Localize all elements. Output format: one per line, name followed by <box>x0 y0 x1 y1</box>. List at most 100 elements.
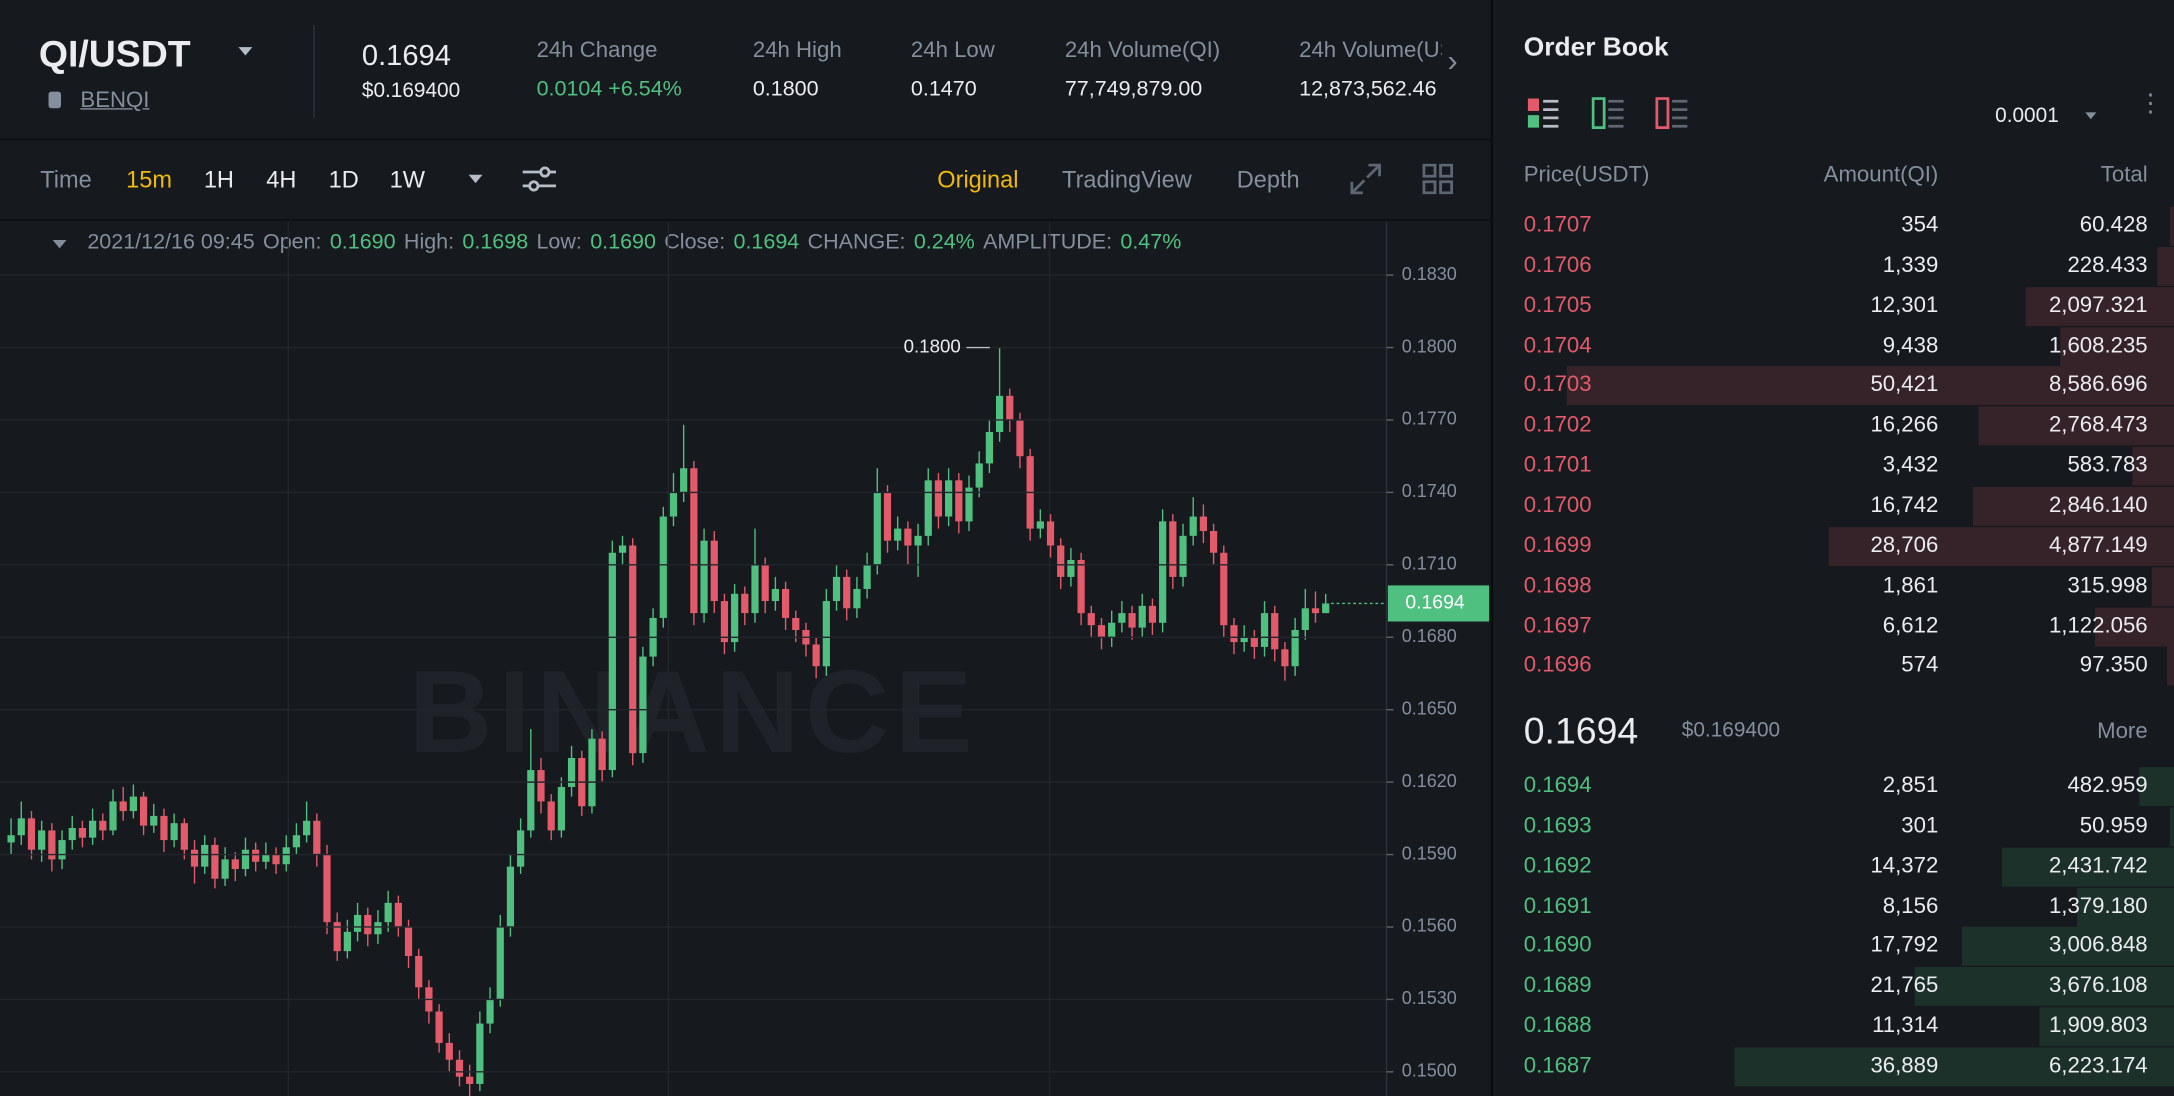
pair-dropdown[interactable] <box>238 47 253 56</box>
stat-value: 0.1470 <box>910 77 977 102</box>
interval-tab[interactable]: 1D <box>328 166 359 193</box>
token-link[interactable]: BENQI <box>80 88 150 113</box>
depth-bar <box>2169 206 2174 246</box>
price[interactable]: 0.1702 <box>1523 413 1592 438</box>
y-tick-label: 0.1740 <box>1402 481 1457 501</box>
price[interactable]: 0.1689 <box>1523 974 1592 998</box>
y-tick-label: 0.1830 <box>1402 264 1457 284</box>
more-menu[interactable]: ⋮ <box>2137 88 2163 117</box>
candle-body <box>1271 613 1279 650</box>
candle-body <box>761 564 769 602</box>
view-tab[interactable]: TradingView <box>1062 166 1192 193</box>
interval-tab[interactable]: 15m <box>126 166 173 193</box>
pair-title[interactable]: QI/USDT <box>38 33 191 75</box>
candle-body <box>190 849 199 867</box>
candle-body <box>1128 613 1136 628</box>
price[interactable]: 0.1688 <box>1523 1014 1592 1038</box>
candle-body <box>618 545 627 553</box>
candlestick-chart: BINANCE 0.1830 0.1800 0.1770 0.1740 0.1710 0.… <box>0 221 1490 1096</box>
price[interactable]: 0.1691 <box>1523 894 1592 918</box>
view-tab[interactable]: Original <box>937 166 1019 193</box>
candle-body <box>1281 649 1289 667</box>
panel-divider <box>1490 0 1494 1096</box>
view-tab[interactable]: Depth <box>1236 166 1300 193</box>
candle-body <box>1108 622 1116 638</box>
candle-body <box>466 1076 474 1084</box>
view-bids-icon[interactable] <box>1591 97 1625 130</box>
price[interactable]: 0.1700 <box>1523 493 1592 518</box>
depth-bar <box>2094 606 2174 646</box>
candle-body <box>476 1023 484 1084</box>
stats-next[interactable]: › <box>1447 43 1458 78</box>
price[interactable]: 0.1707 <box>1523 213 1592 238</box>
info-label: Close: <box>664 230 726 254</box>
interval-tab[interactable]: 1W <box>389 166 425 193</box>
price[interactable]: 0.1693 <box>1523 814 1592 838</box>
settings-icon[interactable] <box>521 162 557 195</box>
more-link[interactable]: More <box>2097 720 2148 744</box>
candle-body <box>78 827 87 838</box>
candle-body <box>1260 613 1269 647</box>
expand-icon[interactable] <box>1349 162 1382 195</box>
interval-tab[interactable]: 1H <box>203 166 234 193</box>
candle-body <box>1169 521 1177 577</box>
total: 1,608.235 <box>2048 333 2148 358</box>
total: 2,846.140 <box>2048 493 2148 518</box>
info-label: AMPLITUDE: <box>983 230 1113 254</box>
candle-body <box>598 738 606 771</box>
view-asks-icon[interactable] <box>1655 97 1688 130</box>
layout-icon[interactable] <box>1422 163 1454 195</box>
amount: 3,432 <box>1882 453 1939 478</box>
stat-label: 24h Volume(QI) <box>1064 38 1221 63</box>
interval-tab[interactable]: 4H <box>266 166 297 193</box>
precision-dropdown[interactable] <box>2085 112 2097 120</box>
depth-bar <box>1566 366 2174 406</box>
candle-body <box>945 480 953 517</box>
precision-select[interactable]: 0.0001 <box>1995 104 2059 128</box>
candle-body <box>496 926 504 1000</box>
high-label: 0.1800 <box>904 335 961 356</box>
price[interactable]: 0.1704 <box>1523 333 1592 358</box>
candle-body <box>731 593 739 643</box>
candle-body <box>374 922 382 935</box>
candle-body <box>1311 608 1320 614</box>
candle-body <box>853 588 861 609</box>
price[interactable]: 0.1694 <box>1523 774 1592 798</box>
candle-body <box>1057 545 1065 577</box>
candle-body <box>832 576 841 602</box>
price[interactable]: 0.1690 <box>1523 934 1592 958</box>
price[interactable]: 0.1701 <box>1523 453 1592 478</box>
candle-body <box>160 815 168 841</box>
candle-body <box>547 801 555 831</box>
candle-body <box>99 820 107 831</box>
amount: 6,612 <box>1882 613 1939 638</box>
amount: 574 <box>1901 653 1939 678</box>
price[interactable]: 0.1697 <box>1523 613 1592 638</box>
price[interactable]: 0.1692 <box>1523 854 1592 878</box>
candle-info: 2021/12/16 09:45 Open: 0.1690 High: 0.1698 Lo… <box>87 230 1189 254</box>
price[interactable]: 0.1696 <box>1523 653 1592 678</box>
interval-dropdown[interactable] <box>468 174 483 184</box>
candle-body <box>455 1059 464 1077</box>
mid-price: 0.1694 <box>1523 710 1639 752</box>
y-tick-label: 0.1680 <box>1402 626 1457 646</box>
candle-body <box>1006 395 1014 420</box>
depth-bar <box>2076 887 2174 927</box>
depth-bar <box>1733 1047 2174 1087</box>
candle-body <box>211 844 219 879</box>
price[interactable]: 0.1705 <box>1523 293 1592 318</box>
candle-body <box>669 492 678 517</box>
info-collapse[interactable] <box>52 240 67 249</box>
price[interactable]: 0.1703 <box>1523 373 1592 398</box>
price[interactable]: 0.1687 <box>1523 1054 1592 1078</box>
candle-body <box>771 588 779 602</box>
header-divider <box>313 24 315 118</box>
price[interactable]: 0.1698 <box>1523 573 1592 598</box>
candle-body <box>394 902 402 927</box>
candle-body <box>995 395 1004 433</box>
view-both-icon[interactable] <box>1527 97 1560 130</box>
interval-tab[interactable]: Time <box>40 166 92 193</box>
y-tick-label: 0.1620 <box>1402 771 1457 791</box>
price[interactable]: 0.1699 <box>1523 533 1592 558</box>
price[interactable]: 0.1706 <box>1523 253 1592 278</box>
